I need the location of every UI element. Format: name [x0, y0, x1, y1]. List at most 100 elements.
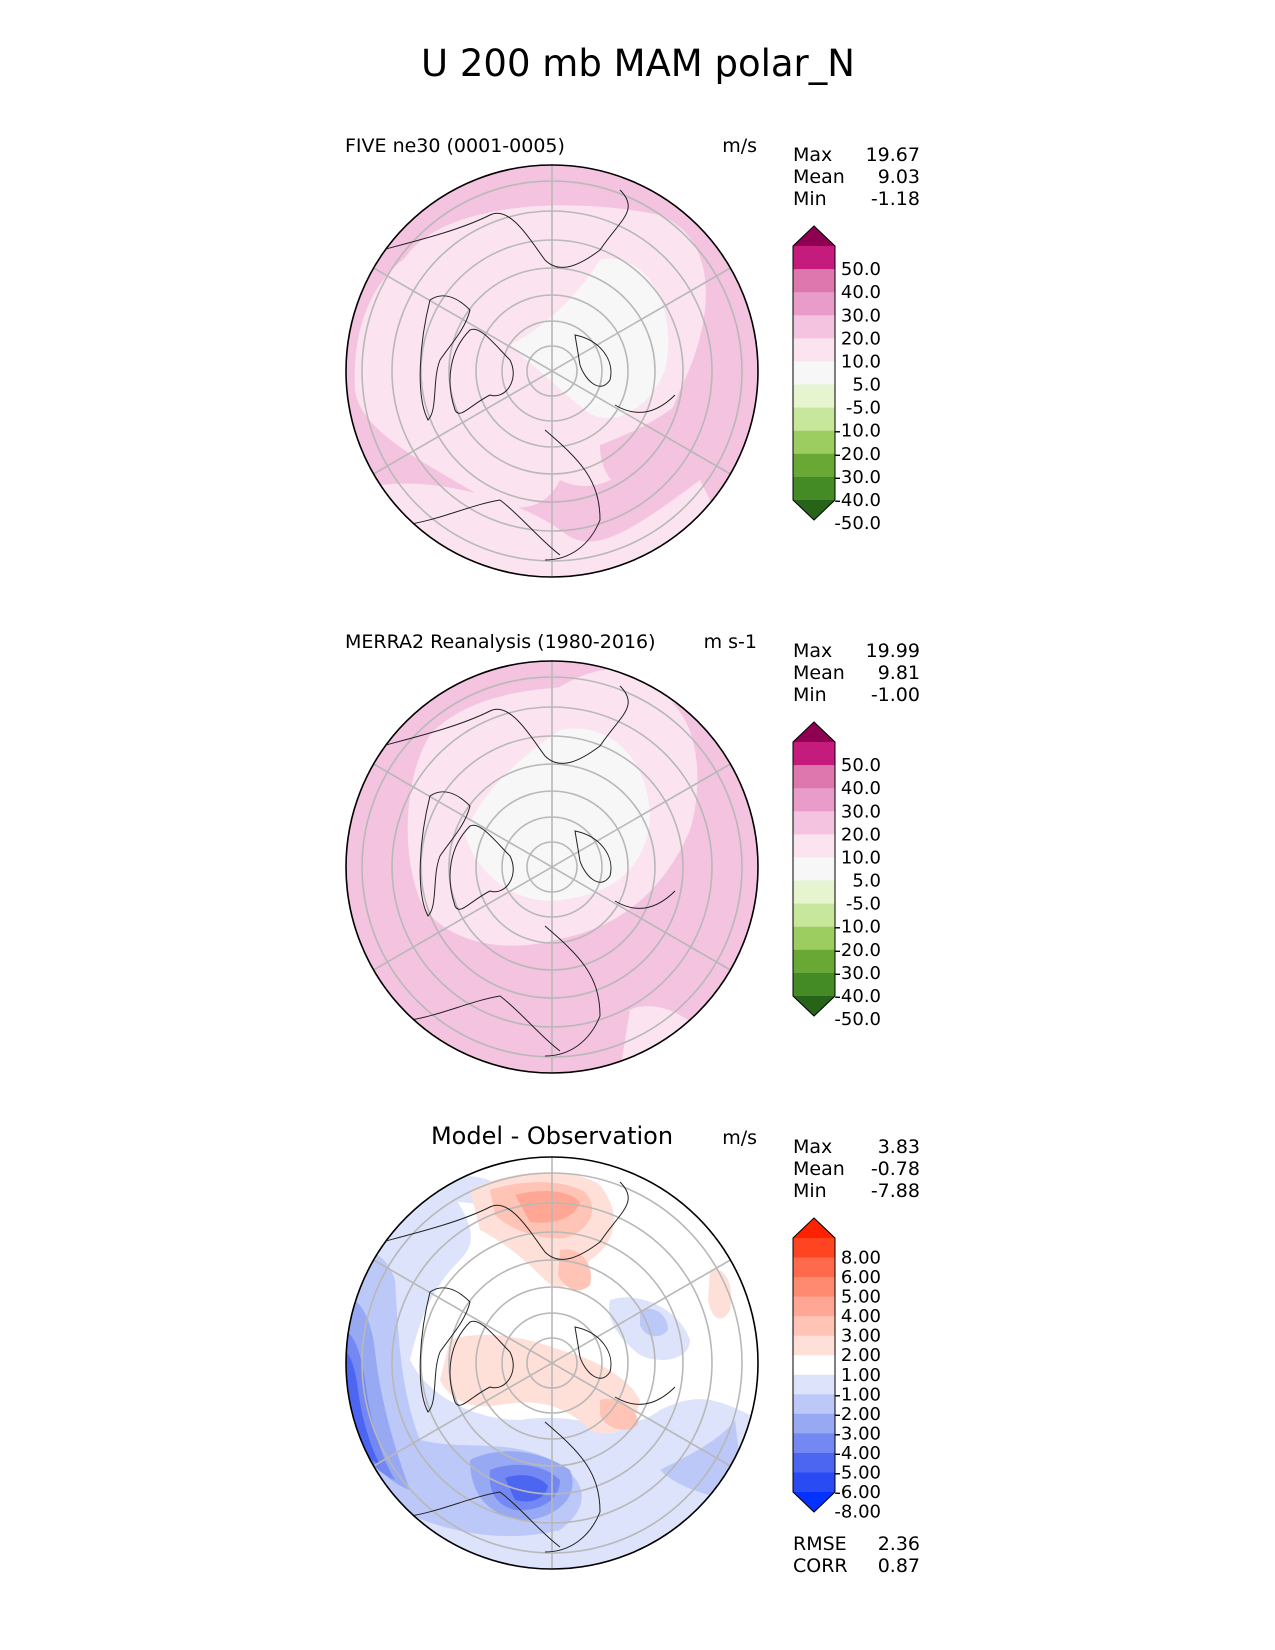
- map-boundary: [345, 660, 759, 1074]
- colorbar-tick-label: -10.0: [834, 421, 881, 442]
- colorbar-tick-label: -3.00: [834, 1423, 881, 1444]
- stat-label: Max: [793, 640, 832, 662]
- colorbar-tick-label: -30.0: [834, 467, 881, 488]
- colorbar-block: [793, 765, 835, 789]
- colorbar-tick-label: -40.0: [834, 490, 881, 511]
- colorbar-tick-label: 40.0: [841, 282, 881, 303]
- stats-block: Max 3.83 Mean -0.78 Min -7.88: [793, 1136, 920, 1202]
- metric-label: RMSE: [793, 1533, 847, 1555]
- figure-title: U 200 mb MAM polar_N: [421, 42, 855, 85]
- colorbar-extend-max: [793, 722, 835, 742]
- colorbar-tick-label: -1.00: [834, 1384, 881, 1405]
- coastlines: [381, 189, 676, 561]
- polar-map: [346, 1157, 758, 1569]
- colorbar-block: [793, 338, 835, 362]
- coastlines: [381, 1181, 676, 1553]
- panel-units: m s-1: [704, 631, 757, 653]
- colorbar-tick-label: -8.00: [834, 1502, 881, 1523]
- colorbar-tick-label: 20.0: [841, 328, 881, 349]
- colorbar-block: [793, 384, 835, 409]
- colorbar-blocks: [792, 225, 836, 521]
- stat-value: -0.78: [871, 1158, 920, 1180]
- colorbar-extend-max: [793, 226, 835, 246]
- colorbar-block: [793, 1355, 835, 1376]
- colorbar-outline: [792, 721, 836, 1017]
- diff-fill-neg-2: [640, 1308, 668, 1337]
- colorbar-tick-label: 4.00: [841, 1306, 881, 1327]
- colorbar-tick-label: -50.0: [834, 513, 881, 534]
- colorbar: 50.040.030.020.010.0 5.0-5.0-10.0-20.0-30…: [792, 225, 881, 534]
- diff-fill-pos-1: [708, 1269, 732, 1319]
- stat-value: 19.67: [866, 144, 920, 166]
- colorbar-tick-label: 20.0: [841, 824, 881, 845]
- colorbar-tick-label: -5.00: [834, 1462, 881, 1483]
- diff-fill-neg-5: [346, 1349, 380, 1465]
- graticule: [361, 1157, 743, 1569]
- colorbar-tick-label: 3.00: [841, 1326, 881, 1347]
- stat-value: -7.88: [871, 1180, 920, 1202]
- stats-block: Max 19.67 Mean 9.03 Min -1.18: [793, 144, 920, 210]
- colorbar-block: [793, 857, 835, 882]
- panel-difference: Model - Observation m/s Max 3.83 Mean -0…: [345, 1122, 920, 1577]
- colorbar-block: [793, 269, 835, 293]
- stat-value: -1.00: [871, 684, 920, 706]
- panel-title: MERRA2 Reanalysis (1980-2016): [345, 631, 656, 653]
- stat-label: Mean: [793, 166, 845, 188]
- colorbar-extend-min: [793, 500, 835, 520]
- stat-label: Min: [793, 188, 827, 210]
- colorbar-tick-label: -5.0: [846, 398, 881, 419]
- colorbar-block: [793, 1316, 835, 1337]
- colorbar-outline: [792, 225, 836, 521]
- stat-value: 9.03: [878, 166, 920, 188]
- colorbar-tick-label: -10.0: [834, 917, 881, 938]
- colorbar-block: [793, 1257, 835, 1278]
- colorbar-block: [793, 972, 835, 997]
- colorbar-block: [793, 1433, 835, 1454]
- colorbar-tick-label: 50.0: [841, 259, 881, 280]
- stat-label: Max: [793, 144, 832, 166]
- coastlines: [381, 685, 676, 1057]
- colorbar-tick-label: -6.00: [834, 1482, 881, 1503]
- colorbar-tick-label: 30.0: [841, 801, 881, 822]
- colorbar-tick-label: 6.00: [841, 1267, 881, 1288]
- diff-fill-pos-3: [515, 1190, 580, 1223]
- colorbar-ticks: 50.040.030.020.010.0 5.0-5.0-10.0-20.0-30…: [834, 755, 881, 1030]
- polar-map: [346, 165, 758, 577]
- colorbar-block: [793, 1335, 835, 1356]
- colorbar-tick-label: -2.00: [834, 1404, 881, 1425]
- colorbar-tick-label: 50.0: [841, 755, 881, 776]
- colorbar-block: [793, 315, 835, 339]
- graticule: [361, 165, 743, 577]
- panel-title: Model - Observation: [431, 1122, 673, 1150]
- stat-value: 19.99: [866, 640, 920, 662]
- colorbar-block: [793, 292, 835, 316]
- colorbar-tick-label: -5.0: [846, 894, 881, 915]
- stat-value: -1.18: [871, 188, 920, 210]
- colorbar-tick-label: 5.00: [841, 1287, 881, 1308]
- colorbar-block: [793, 1413, 835, 1434]
- colorbar-tick-label: -40.0: [834, 986, 881, 1007]
- colorbar-block: [793, 834, 835, 858]
- stats-block: Max 19.99 Mean 9.81 Min -1.00: [793, 640, 920, 706]
- colorbar-block: [793, 1452, 835, 1473]
- colorbar-block: [793, 903, 835, 928]
- colorbar-block: [793, 453, 835, 478]
- stat-value: 3.83: [878, 1136, 920, 1158]
- colorbar-block: [793, 1472, 835, 1493]
- colorbar-tick-label: 8.00: [841, 1248, 881, 1269]
- metrics-block: RMSE 2.36 CORR 0.87: [793, 1533, 920, 1577]
- colorbar-block: [793, 246, 835, 270]
- colorbar-block: [793, 811, 835, 835]
- metric-label: CORR: [793, 1555, 848, 1577]
- stat-label: Min: [793, 1180, 827, 1202]
- colorbar-tick-label: -30.0: [834, 963, 881, 984]
- colorbar-block: [793, 407, 835, 432]
- panel-title: FIVE ne30 (0001-0005): [345, 135, 565, 157]
- panel-reference: MERRA2 Reanalysis (1980-2016) m s-1 Max …: [345, 631, 920, 1074]
- colorbar-blocks: [792, 721, 836, 1017]
- colorbar-block: [793, 1394, 835, 1415]
- colorbar-block: [793, 742, 835, 766]
- panel-test: FIVE ne30 (0001-0005) m/s Max 19.67 Mean…: [345, 135, 920, 578]
- metric-value: 2.36: [878, 1533, 920, 1555]
